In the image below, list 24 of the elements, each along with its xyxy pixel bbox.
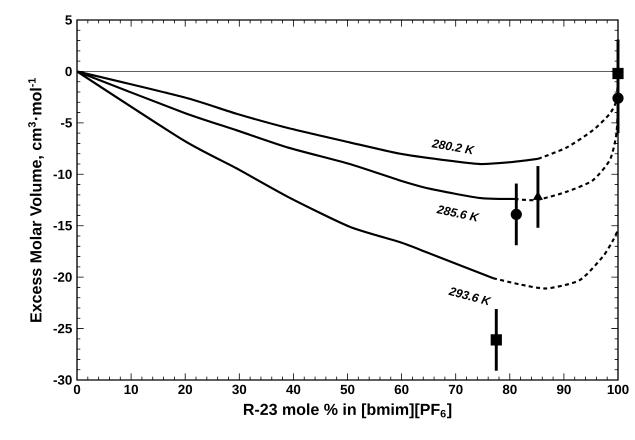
x-tick-label: 40 <box>286 384 300 394</box>
y-tick-label: -5 <box>60 118 72 128</box>
x-tick-label: 100 <box>608 384 629 394</box>
y-tick-label: -10 <box>54 170 72 179</box>
x-tick-label: 10 <box>124 384 138 394</box>
y-tick-label: -30 <box>54 375 72 385</box>
y-tick-label: -25 <box>54 324 72 334</box>
x-tick-label: 70 <box>448 384 463 394</box>
x-tick-label: 50 <box>340 384 354 394</box>
x-axis-title: R-23 mole % in [bmim][PF$_{6}$] <box>244 403 452 418</box>
annotation: 285.6 K <box>436 206 480 222</box>
y-tick-label: -15 <box>54 221 72 230</box>
x-tick-label: 90 <box>556 384 571 394</box>
x-tick-label: 0 <box>74 384 80 394</box>
y-tick-label: -20 <box>54 272 72 282</box>
x-tick-label: 80 <box>502 384 517 394</box>
x-tick-label: 60 <box>394 384 408 394</box>
x-tick-label: 30 <box>232 384 246 394</box>
annotation: 280.2 K <box>431 140 476 154</box>
annotation: 293.6 K <box>448 287 492 306</box>
x-tick-label: 20 <box>178 384 192 394</box>
y-axis-title: Excess Molar Volume, cm$^{3}$·mol$^{-1}$ <box>28 78 44 322</box>
y-tick-label: 0 <box>65 66 72 76</box>
y-tick-label: 5 <box>65 15 72 25</box>
